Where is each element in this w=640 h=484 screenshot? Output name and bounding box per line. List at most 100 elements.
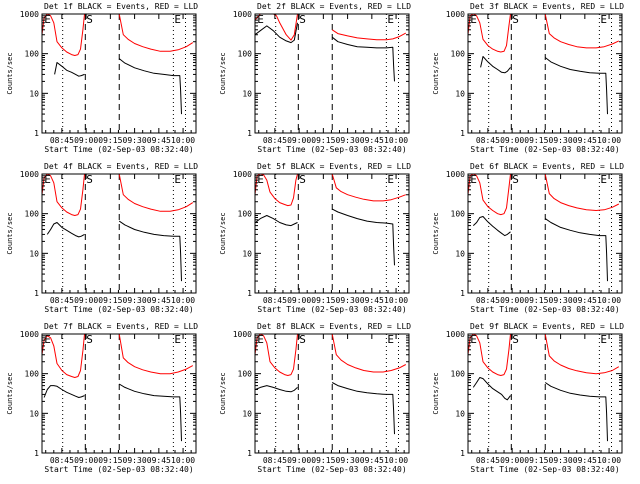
- y-tick-label: 1000: [446, 10, 465, 19]
- y-tick-label: 1: [247, 129, 252, 138]
- event-marker-e: E: [174, 13, 181, 26]
- panel-title: Det 9f BLACK = Events, RED = LLD: [470, 322, 624, 331]
- y-axis-label: Counts/sec: [219, 52, 227, 94]
- y-tick-label: 100: [238, 210, 253, 219]
- x-tick-label: 09:45: [573, 456, 597, 465]
- y-tick-label: 100: [238, 50, 253, 59]
- panel-det-8f: Det 8f BLACK = Events, RED = LLD E S E 1 10 10…: [219, 322, 411, 474]
- y-tick-label: 10: [455, 249, 465, 258]
- y-tick-label: 100: [238, 370, 253, 379]
- plot-frame: [254, 173, 410, 294]
- events-line-segment-1: [254, 22, 298, 44]
- panel-title: Det 5f BLACK = Events, RED = LLD: [257, 162, 411, 171]
- panel-title: Det 2f BLACK = Events, RED = LLD: [257, 2, 411, 11]
- x-axis-label: Start Time (02-Sep-03 08:32:40): [257, 305, 406, 314]
- panel-det-6f: Det 6f BLACK = Events, RED = LLD E S E 1 10 10…: [432, 162, 624, 314]
- events-line-segment-1: [472, 377, 511, 401]
- y-tick-label: 1: [460, 129, 465, 138]
- x-axis-label: Start Time (02-Sep-03 08:32:40): [44, 465, 193, 474]
- x-tick-label: 08:45: [476, 456, 500, 465]
- event-marker-e: E: [257, 333, 264, 346]
- event-marker-s: S: [299, 333, 306, 346]
- y-axis-label: Counts/sec: [6, 372, 14, 414]
- panel-title: Det 4f BLACK = Events, RED = LLD: [44, 162, 198, 171]
- x-tick-label: 10:00: [597, 296, 621, 305]
- y-tick-label: 1: [247, 289, 252, 298]
- x-tick-label: 09:15: [524, 136, 548, 145]
- x-tick-label: 09:30: [549, 296, 573, 305]
- panel-det-4f: Det 4f BLACK = Events, RED = LLD E S E 1 10 10…: [6, 162, 198, 314]
- x-tick-label: 09:00: [74, 136, 98, 145]
- events-line-segment-2: [118, 383, 182, 442]
- x-tick-label: 09:00: [287, 456, 311, 465]
- x-tick-label: 08:45: [50, 296, 74, 305]
- panel-title: Det 1f BLACK = Events, RED = LLD: [44, 2, 198, 11]
- lld-line-segment-2: [331, 173, 406, 202]
- events-line-segment-1: [54, 62, 85, 77]
- x-tick-label: 09:45: [573, 296, 597, 305]
- x-tick-label: 09:45: [573, 136, 597, 145]
- y-tick-label: 1000: [20, 10, 39, 19]
- events-line-segment-2: [118, 58, 182, 115]
- x-tick-label: 09:00: [74, 296, 98, 305]
- events-line-segment-2: [331, 382, 395, 435]
- x-tick-label: 09:30: [549, 456, 573, 465]
- event-marker-s: S: [512, 333, 519, 346]
- x-axis-label: Start Time (02-Sep-03 08:32:40): [470, 145, 619, 154]
- x-tick-label: 10:00: [597, 456, 621, 465]
- x-tick-label: 09:15: [524, 456, 548, 465]
- event-marker-e: E: [387, 13, 394, 26]
- lld-line-segment-2: [331, 29, 407, 41]
- y-tick-label: 1000: [20, 330, 39, 339]
- x-tick-label: 09:15: [311, 456, 335, 465]
- plot-frame: [254, 333, 410, 454]
- y-tick-label: 10: [455, 89, 465, 98]
- x-axis-label: Start Time (02-Sep-03 08:32:40): [44, 305, 193, 314]
- y-tick-label: 10: [242, 409, 252, 418]
- panel-det-9f: Det 9f BLACK = Events, RED = LLD E S E 1 10 10…: [432, 322, 624, 474]
- events-line-segment-1: [255, 215, 298, 227]
- plot-frame: [41, 333, 197, 454]
- event-marker-s: S: [86, 13, 93, 26]
- y-tick-label: 1: [460, 289, 465, 298]
- event-marker-s: S: [86, 333, 93, 346]
- plot-frame: [254, 13, 410, 134]
- x-tick-label: 08:45: [263, 456, 287, 465]
- event-marker-s: S: [299, 13, 306, 26]
- panel-title: Det 3f BLACK = Events, RED = LLD: [470, 2, 624, 11]
- y-tick-label: 100: [25, 370, 40, 379]
- x-tick-label: 09:30: [123, 456, 147, 465]
- y-axis-label: Counts/sec: [6, 212, 14, 254]
- x-tick-label: 09:15: [98, 296, 122, 305]
- lld-line-segment-2: [331, 333, 407, 373]
- lld-line-segment-2: [118, 333, 194, 375]
- x-tick-label: 08:45: [263, 136, 287, 145]
- events-line-segment-1: [480, 56, 511, 74]
- y-tick-label: 100: [451, 50, 466, 59]
- event-marker-e: E: [44, 333, 51, 346]
- x-tick-label: 09:00: [287, 136, 311, 145]
- events-line-segment-2: [331, 208, 395, 266]
- x-tick-label: 08:45: [263, 296, 287, 305]
- panel-det-2f: Det 2f BLACK = Events, RED = LLD E S E 1 10 10…: [219, 2, 411, 154]
- y-tick-label: 1000: [20, 170, 39, 179]
- panel-title: Det 7f BLACK = Events, RED = LLD: [44, 322, 198, 331]
- panel-title: Det 8f BLACK = Events, RED = LLD: [257, 322, 411, 331]
- event-marker-e: E: [257, 13, 264, 26]
- x-tick-label: 10:00: [597, 136, 621, 145]
- event-marker-e: E: [174, 333, 181, 346]
- events-line-segment-2: [544, 382, 608, 442]
- x-tick-label: 09:15: [98, 136, 122, 145]
- x-tick-label: 09:45: [147, 296, 171, 305]
- y-axis-label: Counts/sec: [219, 372, 227, 414]
- lld-line-segment-2: [544, 173, 620, 211]
- events-line-segment-1: [43, 385, 85, 398]
- x-tick-label: 09:30: [123, 136, 147, 145]
- event-marker-e: E: [257, 173, 264, 186]
- x-tick-label: 09:15: [311, 136, 335, 145]
- x-tick-label: 09:30: [336, 136, 360, 145]
- events-line-segment-1: [255, 385, 298, 393]
- events-line-segment-2: [118, 220, 182, 282]
